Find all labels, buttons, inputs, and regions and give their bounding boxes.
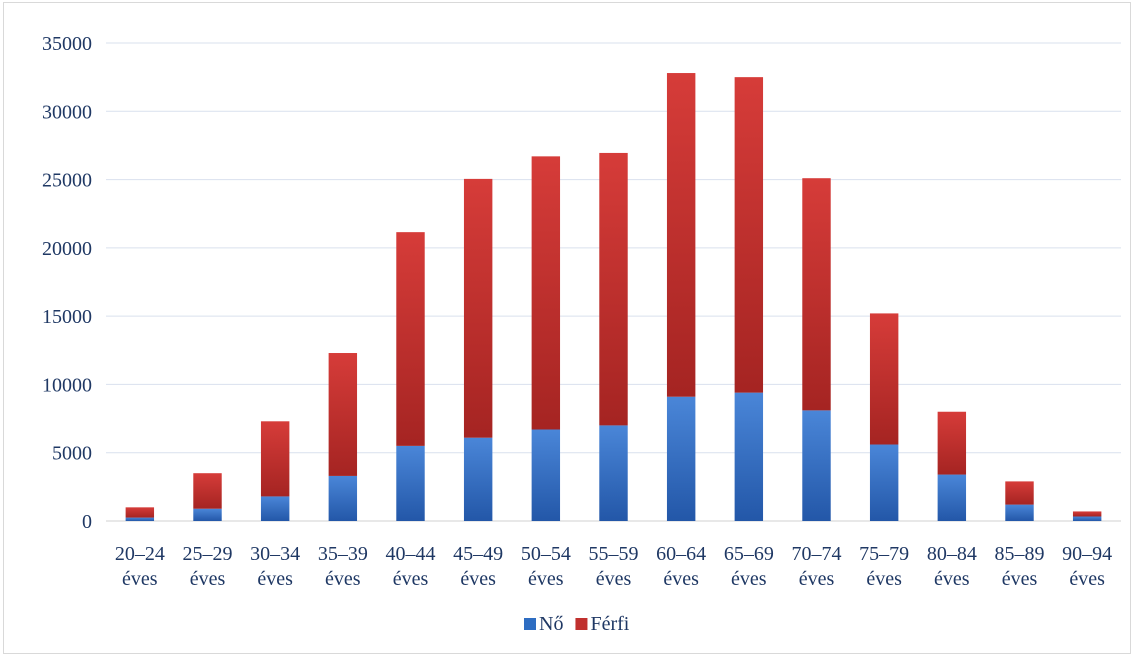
x-tick-label: 55–59 (589, 543, 639, 565)
bar-ferfi (599, 152, 628, 426)
x-tick-label: éves (731, 568, 767, 590)
legend-swatch (575, 618, 588, 630)
bar-ferfi (125, 507, 155, 518)
bar-ferfi (666, 73, 696, 397)
x-tick-label: éves (528, 568, 564, 590)
bar-no (869, 444, 899, 521)
bar-no (1072, 516, 1102, 521)
x-axis-tick-labels: 20–24 éves 25–29 éves 30–34 éves 35–39 éves 40–4… (115, 543, 1112, 590)
x-tick-label: éves (866, 568, 902, 590)
x-tick-label: éves (1002, 568, 1038, 590)
bar-no (328, 475, 358, 521)
bar-ferfi (937, 411, 967, 475)
bar-no (125, 517, 155, 521)
x-tick-label: éves (460, 568, 496, 590)
y-tick-label: 30000 (42, 101, 92, 123)
bar-no (260, 496, 290, 521)
bar-no (802, 410, 831, 521)
bar-no (396, 445, 425, 521)
bar-no (734, 392, 764, 521)
legend-swatch (524, 618, 536, 630)
bar-ferfi (328, 353, 358, 476)
x-tick-label: éves (934, 568, 970, 590)
x-tick-label: 25–29 (183, 543, 233, 565)
legend-label: Férfi (590, 613, 629, 635)
x-tick-label: 50–54 (521, 543, 571, 565)
bar-no (666, 396, 696, 521)
y-tick-label: 15000 (42, 306, 92, 328)
chart-frame: 0 5000 10000 15000 20000 25000 30000 35000 20–2… (3, 2, 1131, 654)
x-tick-label: éves (190, 568, 226, 590)
bar-ferfi (1072, 511, 1102, 517)
x-tick-label: 75–79 (859, 543, 909, 565)
bar-no (531, 429, 561, 521)
y-tick-label: 5000 (52, 443, 92, 465)
x-tick-label: éves (257, 568, 293, 590)
x-tick-label: éves (393, 568, 429, 590)
bar-ferfi (463, 178, 493, 438)
x-tick-label: 65–69 (724, 543, 774, 565)
bar-ferfi (193, 473, 222, 509)
bar-no (599, 425, 628, 521)
bar-ferfi (1005, 481, 1034, 505)
x-tick-label: éves (799, 568, 835, 590)
y-tick-label: 35000 (42, 33, 92, 55)
x-tick-label: éves (325, 568, 361, 590)
bar-no (1005, 504, 1034, 521)
x-tick-label: éves (1069, 568, 1105, 590)
legend: Nő Férfi (524, 613, 630, 635)
legend-label: Nő (539, 613, 563, 635)
bars (125, 73, 1102, 521)
x-tick-label: 20–24 (115, 543, 165, 565)
x-tick-label: éves (663, 568, 699, 590)
y-tick-label: 25000 (42, 170, 92, 192)
x-tick-label: 40–44 (386, 543, 436, 565)
x-tick-label: éves (596, 568, 632, 590)
bar-ferfi (531, 156, 561, 430)
y-tick-label: 20000 (42, 238, 92, 260)
bar-ferfi (396, 232, 425, 446)
stacked-bar-chart: 0 5000 10000 15000 20000 25000 30000 35000 20–2… (42, 33, 1121, 635)
y-axis-tick-labels: 0 5000 10000 15000 20000 25000 30000 35000 (42, 33, 92, 533)
bar-no (193, 508, 222, 521)
x-tick-label: 85–89 (995, 543, 1045, 565)
x-tick-label: éves (122, 568, 158, 590)
x-tick-label: 45–49 (453, 543, 503, 565)
x-tick-label: 80–84 (927, 543, 977, 565)
bar-no (937, 474, 967, 521)
y-tick-label: 10000 (42, 374, 92, 396)
x-tick-label: 70–74 (792, 543, 842, 565)
x-tick-label: 60–64 (656, 543, 706, 565)
x-tick-label: 35–39 (318, 543, 368, 565)
bar-ferfi (869, 313, 899, 445)
x-tick-label: 90–94 (1062, 543, 1112, 565)
bar-no (463, 437, 493, 521)
bar-ferfi (260, 421, 290, 497)
bar-ferfi (802, 178, 831, 411)
y-tick-label: 0 (82, 511, 92, 533)
x-tick-label: 30–34 (250, 543, 300, 565)
bar-ferfi (734, 77, 764, 393)
